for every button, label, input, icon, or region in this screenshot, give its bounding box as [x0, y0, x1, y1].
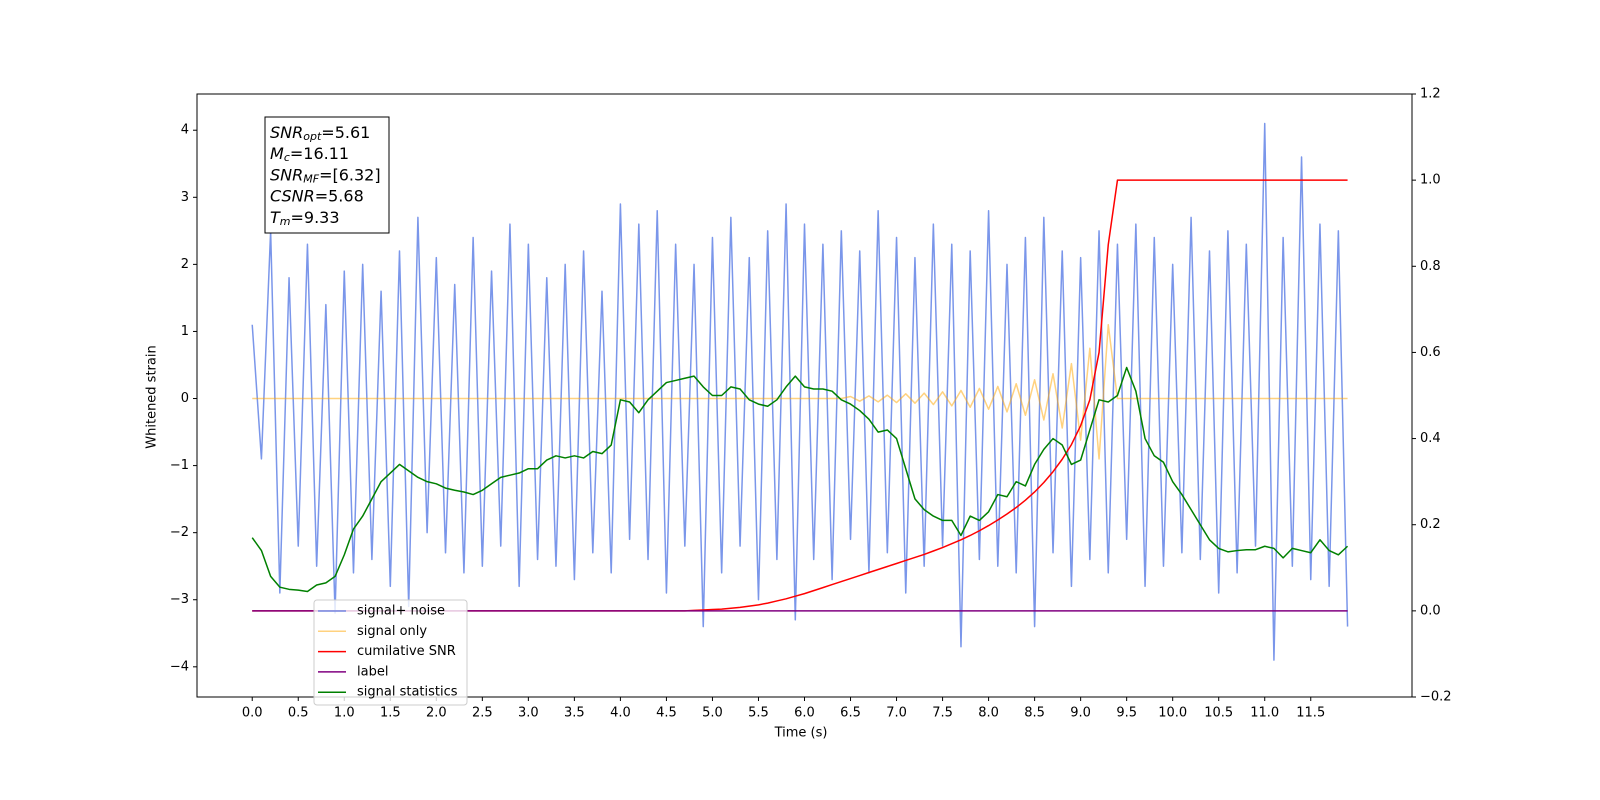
stats-symbol: SNR: [270, 165, 303, 184]
y2-tick-label: 0.8: [1420, 259, 1441, 274]
y-axis-label: Whitened strain: [145, 345, 160, 448]
x-tick-label: 7.0: [886, 706, 907, 721]
x-tick-label: 9.0: [1070, 706, 1091, 721]
stats-subscript: MF: [303, 172, 319, 185]
series-line: [251, 366, 1349, 593]
x-tick-label: 4.5: [656, 706, 677, 721]
x-tick-label: 5.5: [748, 706, 769, 721]
y-tick-label: −3: [170, 592, 189, 607]
stats-subscript: m: [280, 215, 291, 228]
stats-line: Mc=16.11: [270, 144, 349, 165]
x-tick-label: 11.0: [1250, 706, 1279, 721]
stats-symbol: CSNR: [270, 186, 315, 205]
stats-box-frame: [264, 116, 390, 234]
legend-frame: [313, 599, 468, 706]
stats-symbol: SNR: [270, 123, 303, 142]
y-tick-label: −4: [170, 659, 189, 674]
stats-value: =16.11: [290, 144, 349, 163]
stats-line: SNRopt=5.61: [270, 123, 370, 144]
x-tick-label: 5.0: [702, 706, 723, 721]
legend-label: cumilative SNR: [357, 644, 456, 659]
y-tick-label: 0: [181, 391, 189, 406]
x-tick-label: 8.5: [1024, 706, 1045, 721]
stats-box: SNRopt=5.61Mc=16.11SNRMF=[6.32]CSNR=5.68…: [264, 116, 390, 234]
stats-symbol: T: [270, 207, 281, 226]
stats-value: =[6.32]: [319, 165, 381, 184]
series-line: [252, 323, 1348, 460]
x-tick-label: 2.5: [472, 706, 493, 721]
stats-subscript: c: [284, 151, 290, 164]
stats-value: =5.68: [315, 186, 364, 205]
stats-line: SNRMF=[6.32]: [270, 165, 381, 186]
y2-tick-label: −0.2: [1420, 690, 1452, 705]
stats-value: =5.61: [321, 123, 370, 142]
x-tick-label: 7.5: [932, 706, 953, 721]
legend: signal+ noise signal only cumilative SNR la…: [313, 599, 468, 706]
x-tick-label: 3.0: [518, 706, 539, 721]
x-tick-label: 1.5: [380, 706, 401, 721]
y-tick-label: −2: [170, 525, 189, 540]
stats-value: =9.33: [291, 207, 340, 226]
y2-tick-label: 1.0: [1420, 173, 1441, 188]
x-tick-label: 2.0: [426, 706, 447, 721]
legend-label: signal only: [357, 624, 427, 639]
legend-label: signal+ noise: [357, 604, 445, 619]
legend-label: signal statistics: [357, 685, 458, 700]
y-tick-label: 2: [181, 257, 189, 272]
y-tick-label: 3: [181, 190, 189, 205]
x-tick-label: 0.5: [288, 706, 309, 721]
y2-tick-label: 0.2: [1420, 517, 1441, 532]
x-tick-label: 6.5: [840, 706, 861, 721]
y-tick-label: −1: [170, 458, 189, 473]
stats-line: Tm=9.33: [270, 207, 340, 228]
stats-line: CSNR=5.68: [270, 186, 364, 205]
x-tick-label: 8.0: [978, 706, 999, 721]
x-tick-label: 1.0: [334, 706, 355, 721]
stats-symbol: M: [270, 144, 284, 163]
y2-tick-label: 1.2: [1420, 87, 1441, 102]
y2-tick-label: 0.6: [1420, 345, 1441, 360]
x-tick-label: 6.0: [794, 706, 815, 721]
x-axis-label: Time (s): [774, 726, 828, 741]
y-tick-label: 4: [181, 123, 189, 138]
x-tick-label: 10.0: [1158, 706, 1187, 721]
x-tick-label: 11.5: [1296, 706, 1325, 721]
y2-tick-label: 0.0: [1420, 603, 1441, 618]
legend-label: label: [357, 664, 388, 679]
y-tick-label: 1: [181, 324, 189, 339]
x-tick-label: 9.5: [1116, 706, 1137, 721]
y2-tick-label: 0.4: [1420, 431, 1441, 446]
stats-subscript: opt: [303, 130, 322, 143]
series-line: [251, 122, 1349, 661]
x-tick-label: 0.0: [242, 706, 263, 721]
x-tick-label: 10.5: [1204, 706, 1233, 721]
x-tick-label: 3.5: [564, 706, 585, 721]
x-tick-label: 4.0: [610, 706, 631, 721]
